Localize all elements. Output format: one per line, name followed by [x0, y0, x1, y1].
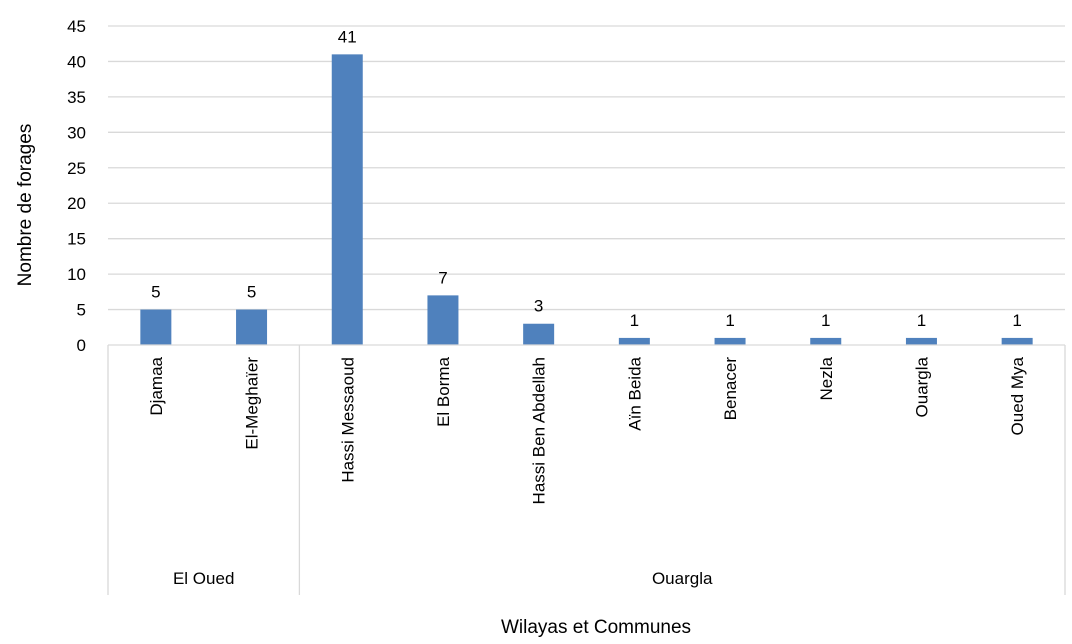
- bar: [523, 323, 555, 345]
- y-tick-label: 40: [67, 52, 86, 71]
- y-axis-ticks: 0 5 10 15 20 25 30 35 40 45: [67, 17, 86, 355]
- bar: [1001, 337, 1033, 345]
- data-label: 5: [151, 283, 160, 302]
- group-label: El Oued: [173, 569, 234, 588]
- bar: [236, 309, 268, 345]
- bars: [140, 54, 1033, 345]
- category-label: El Borma: [434, 356, 453, 426]
- y-tick-label: 15: [67, 230, 86, 249]
- y-tick-label: 35: [67, 88, 86, 107]
- bar: [427, 295, 459, 345]
- y-tick-label: 30: [67, 123, 86, 142]
- y-axis-title: Nombre de forages: [15, 124, 36, 287]
- data-label: 1: [821, 311, 830, 330]
- y-tick-label: 0: [77, 336, 86, 355]
- category-label: Hassi Messaoud: [338, 357, 357, 483]
- x-axis-title: Wilayas et Communes: [501, 617, 691, 638]
- bar: [140, 309, 172, 345]
- y-tick-label: 5: [77, 301, 86, 320]
- group-labels: El Oued Ouargla: [173, 569, 713, 588]
- bar: [331, 54, 363, 345]
- data-label: 1: [725, 311, 734, 330]
- category-label: Hassi Ben Abdellah: [530, 357, 549, 504]
- category-label: Aïn Beida: [625, 356, 644, 430]
- bar: [810, 337, 842, 345]
- y-tick-label: 25: [67, 159, 86, 178]
- gridlines: [108, 25, 1065, 311]
- data-label: 41: [338, 27, 357, 46]
- data-label: 1: [917, 311, 926, 330]
- data-labels: 5 5 41 7 3 1 1 1 1 1: [151, 27, 1022, 330]
- category-label: Benacer: [721, 357, 740, 421]
- bar: [714, 337, 746, 345]
- category-label: El-Meghaïer: [243, 357, 262, 450]
- group-label: Ouargla: [652, 569, 713, 588]
- category-label: Ouargla: [912, 356, 931, 417]
- bar: [618, 337, 650, 345]
- data-label: 1: [1012, 311, 1021, 330]
- y-tick-label: 45: [67, 17, 86, 36]
- category-label: Djamaa: [147, 356, 166, 415]
- y-tick-label: 10: [67, 265, 86, 284]
- category-labels: Djamaa El-Meghaïer Hassi Messaoud El Borma H…: [147, 356, 1027, 504]
- category-label: Nezla: [817, 356, 836, 400]
- y-tick-label: 20: [67, 194, 86, 213]
- x-axis: [107, 344, 1066, 595]
- bar: [905, 337, 937, 345]
- data-label: 1: [630, 311, 639, 330]
- data-label: 5: [247, 283, 256, 302]
- data-label: 3: [534, 297, 543, 316]
- data-label: 7: [438, 268, 447, 287]
- category-label: Oued Mya: [1008, 356, 1027, 435]
